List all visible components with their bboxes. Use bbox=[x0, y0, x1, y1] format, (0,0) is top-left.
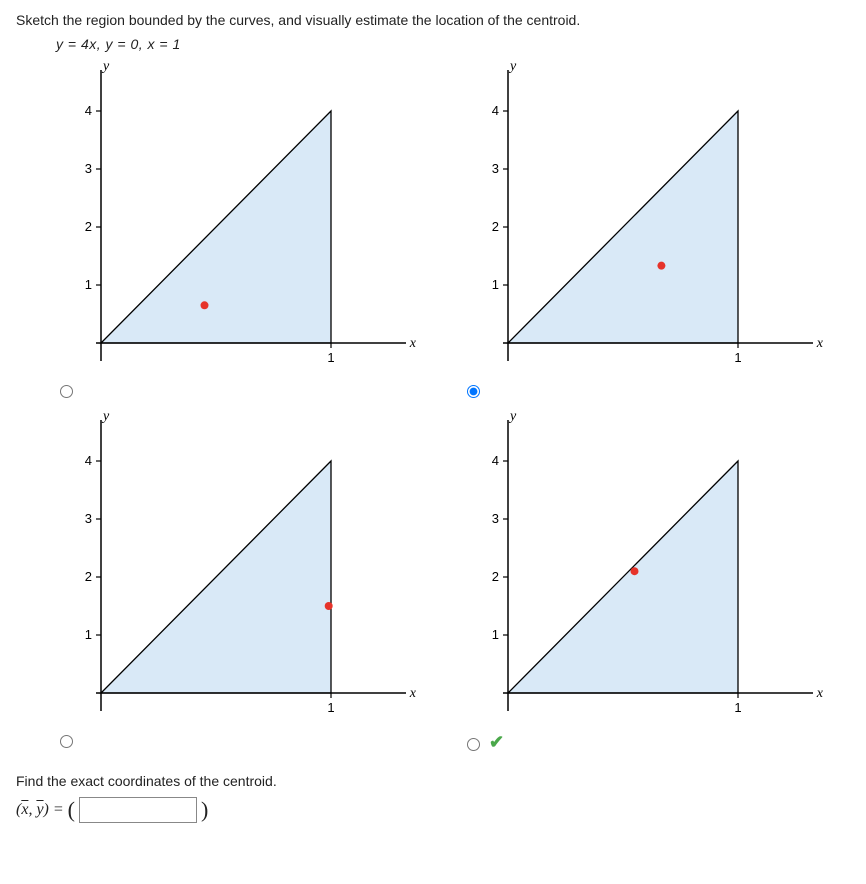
choice-radio-row: ✔ bbox=[463, 732, 850, 753]
bounded-region bbox=[101, 461, 331, 693]
bounded-region bbox=[508, 461, 738, 693]
y-axis-label: y bbox=[508, 409, 517, 424]
triangle-chart: 1 2 3 4 1 y x bbox=[463, 58, 833, 378]
choices-grid: 1 2 3 4 1 y x 1 2 3 4 1 y x 1 2 3 4 1 y x 1 2 3 4 1 y x ✔ bbox=[56, 58, 850, 753]
y-tick-label: 2 bbox=[492, 569, 499, 584]
x-tick-label: 1 bbox=[734, 700, 741, 715]
y-tick-label: 4 bbox=[85, 453, 92, 468]
y-tick-label: 3 bbox=[85, 511, 92, 526]
correct-check-icon: ✔ bbox=[489, 732, 504, 753]
y-tick-label: 3 bbox=[492, 511, 499, 526]
bounded-region bbox=[101, 111, 331, 343]
answer-variable-label: (x, y) = bbox=[16, 801, 64, 819]
y-tick-label: 1 bbox=[492, 627, 499, 642]
answer-line: (x, y) = ( ) bbox=[16, 797, 850, 823]
x-tick-label: 1 bbox=[734, 350, 741, 365]
x-axis-label: x bbox=[816, 336, 824, 351]
y-tick-label: 3 bbox=[492, 161, 499, 176]
x-tick-label: 1 bbox=[327, 700, 334, 715]
choice-D: 1 2 3 4 1 y x ✔ bbox=[463, 408, 850, 753]
y-tick-label: 2 bbox=[492, 219, 499, 234]
centroid-dot bbox=[325, 602, 333, 610]
open-paren: ( bbox=[68, 797, 75, 823]
choice-radio-C[interactable] bbox=[60, 735, 73, 748]
y-axis-label: y bbox=[508, 59, 517, 74]
followup-prompt: Find the exact coordinates of the centro… bbox=[16, 773, 850, 789]
choice-radio-A[interactable] bbox=[60, 385, 73, 398]
y-tick-label: 1 bbox=[85, 277, 92, 292]
centroid-dot bbox=[631, 567, 639, 575]
choice-radio-row bbox=[56, 732, 443, 748]
bounded-region bbox=[508, 111, 738, 343]
x-axis-label: x bbox=[409, 336, 417, 351]
triangle-chart: 1 2 3 4 1 y x bbox=[56, 58, 426, 378]
triangle-chart: 1 2 3 4 1 y x bbox=[463, 408, 833, 728]
choice-radio-row bbox=[56, 382, 443, 398]
y-tick-label: 3 bbox=[85, 161, 92, 176]
bounding-equations: y = 4x, y = 0, x = 1 bbox=[56, 36, 850, 52]
y-tick-label: 1 bbox=[85, 627, 92, 642]
x-axis-label: x bbox=[816, 686, 824, 701]
y-tick-label: 4 bbox=[492, 453, 499, 468]
y-tick-label: 4 bbox=[85, 103, 92, 118]
choice-radio-row bbox=[463, 382, 850, 398]
y-tick-label: 2 bbox=[85, 219, 92, 234]
x-tick-label: 1 bbox=[327, 350, 334, 365]
y-tick-label: 2 bbox=[85, 569, 92, 584]
y-tick-label: 1 bbox=[492, 277, 499, 292]
triangle-chart: 1 2 3 4 1 y x bbox=[56, 408, 426, 728]
y-axis-label: y bbox=[101, 409, 110, 424]
choice-C: 1 2 3 4 1 y x bbox=[56, 408, 443, 753]
centroid-dot bbox=[201, 301, 209, 309]
x-axis-label: x bbox=[409, 686, 417, 701]
choice-B: 1 2 3 4 1 y x bbox=[463, 58, 850, 398]
close-paren: ) bbox=[201, 797, 208, 823]
centroid-dot bbox=[657, 262, 665, 270]
choice-A: 1 2 3 4 1 y x bbox=[56, 58, 443, 398]
question-prompt: Sketch the region bounded by the curves,… bbox=[16, 12, 850, 28]
choice-radio-D[interactable] bbox=[467, 738, 480, 751]
centroid-answer-input[interactable] bbox=[79, 797, 197, 823]
choice-radio-B[interactable] bbox=[467, 385, 480, 398]
y-tick-label: 4 bbox=[492, 103, 499, 118]
y-axis-label: y bbox=[101, 59, 110, 74]
